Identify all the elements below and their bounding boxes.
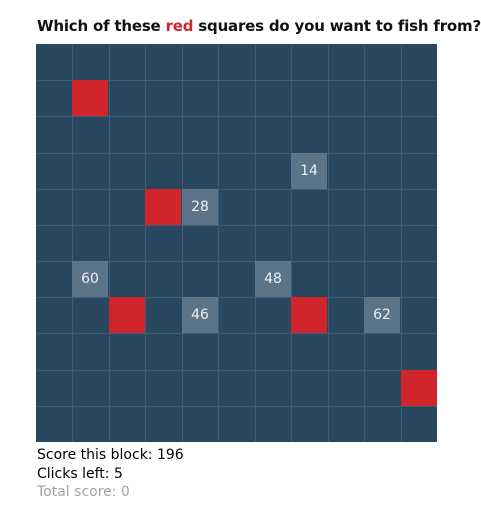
revealed-square-14: 14: [291, 153, 327, 189]
grid-line-vertical: [364, 44, 365, 442]
grid-line-vertical: [109, 44, 110, 442]
grid-line-vertical: [72, 44, 73, 442]
grid-line-horizontal: [36, 116, 437, 117]
grid-line-vertical: [218, 44, 219, 442]
revealed-square-28: 28: [182, 189, 218, 225]
grid-line-vertical: [291, 44, 292, 442]
grid-line-horizontal: [36, 189, 437, 190]
grid-line-vertical: [328, 44, 329, 442]
revealed-square-62: 62: [364, 297, 400, 333]
red-square-1[interactable]: [72, 80, 108, 116]
red-square-4[interactable]: [291, 297, 327, 333]
grid-line-vertical: [255, 44, 256, 442]
grid-line-horizontal: [36, 261, 437, 262]
total-score: Total score: 0: [37, 484, 130, 500]
grid-line-horizontal: [36, 225, 437, 226]
grid-line-vertical: [182, 44, 183, 442]
fishing-grid: 14 28 60 48 46 62: [36, 44, 437, 442]
clicks-left: Clicks left: 5: [37, 465, 123, 482]
red-square-2[interactable]: [145, 189, 181, 225]
score-panel: Score this block: 196 Clicks left: 5 Tot…: [37, 446, 184, 502]
prompt-text-after: squares do you want to fish from?: [193, 17, 481, 35]
red-square-5[interactable]: [401, 370, 437, 406]
grid-line-horizontal: [36, 406, 437, 407]
revealed-square-48: 48: [255, 261, 291, 297]
grid-line-horizontal: [36, 370, 437, 371]
prompt-text-before: Which of these: [37, 17, 166, 35]
prompt-highlight-red: red: [165, 17, 194, 35]
question-prompt: Which of these red squares do you want t…: [37, 17, 481, 35]
score-this-block: Score this block: 196: [37, 447, 184, 463]
revealed-square-46: 46: [182, 297, 218, 333]
grid-line-horizontal: [36, 153, 437, 154]
grid-line-vertical: [401, 44, 402, 442]
grid-line-horizontal: [36, 297, 437, 298]
grid-line-vertical: [145, 44, 146, 442]
red-square-3[interactable]: [109, 297, 145, 333]
revealed-square-60: 60: [72, 261, 108, 297]
grid-line-horizontal: [36, 333, 437, 334]
grid-line-horizontal: [36, 80, 437, 81]
